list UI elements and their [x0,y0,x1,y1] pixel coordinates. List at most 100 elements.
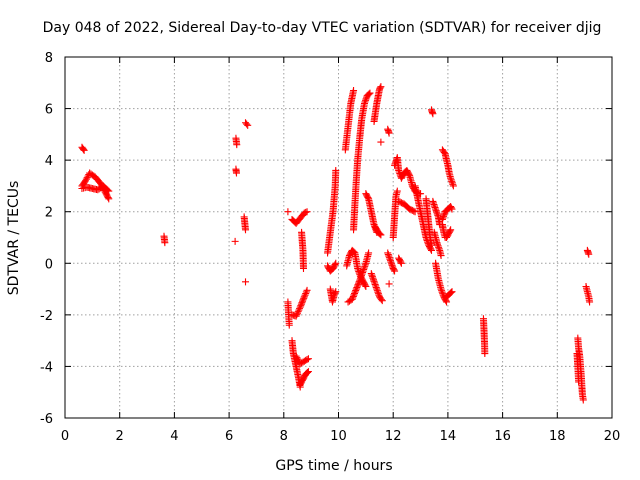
data-point [362,282,370,290]
data-point [242,226,250,234]
data-point [299,296,307,304]
chart-title: Day 048 of 2022, Sidereal Day-to-day VTE… [43,20,602,36]
data-point [353,282,361,290]
x-tick-label: 8 [280,429,288,444]
y-tick-label: 6 [45,103,53,118]
data-point [82,177,90,185]
data-point [378,297,386,305]
data-point [429,110,437,118]
data-point [302,208,310,216]
y-tick-label: 0 [45,257,53,272]
x-tick-label: 0 [61,429,69,444]
data-point [297,300,305,308]
data-point [351,289,359,297]
data-point [361,281,369,289]
data-point [304,355,312,363]
data-point [232,169,240,177]
data-point [355,278,363,286]
data-point [231,237,239,245]
data-point [446,227,454,235]
data-point [303,286,311,294]
data-point [105,195,113,203]
data-point [586,298,594,306]
data-point [377,83,385,91]
data-point [104,186,112,194]
data-point [352,285,360,293]
data-point [579,396,587,404]
data-point [332,259,340,267]
data-point [331,261,339,269]
data-point [366,89,374,97]
data-point [449,182,457,190]
data-point [83,174,91,182]
data-point [300,293,308,301]
data-point [447,226,455,234]
data-point [285,321,293,329]
data-point [244,121,252,129]
data-point [233,141,241,149]
data-point [356,276,364,284]
data-point [82,175,90,183]
data-point [376,230,384,238]
data-point [242,278,250,286]
axis-ticks: 0 2 4 6 8 10 12 14 16 18 20 -6 -4 -2 0 2 4 6 8 [40,51,620,444]
data-point [332,288,340,296]
y-tick-label: 2 [45,206,53,221]
y-tick-label: 8 [45,51,53,66]
data-point [393,187,401,195]
data-point [79,145,87,153]
data-point [299,297,307,305]
data-point [355,279,363,287]
data-point [350,87,358,95]
data-point [481,350,489,358]
data-point [105,187,113,195]
data-point [385,280,393,288]
x-tick-label: 10 [330,429,347,444]
data-point [365,249,373,257]
data-point [304,368,312,376]
data-points [78,83,594,404]
data-point [161,239,169,247]
data-point [377,138,385,146]
data-point [300,294,308,302]
data-point [294,308,302,316]
data-point [437,252,445,260]
data-point [447,204,455,212]
data-point [299,264,307,272]
data-point [354,281,362,289]
data-point [284,208,292,216]
data-point [353,284,361,292]
x-tick-label: 12 [385,429,402,444]
y-tick-label: -2 [40,309,53,324]
data-point [243,120,251,128]
data-point [303,356,311,364]
data-point [331,289,339,297]
data-point [348,295,356,303]
data-point [364,194,372,202]
data-point [80,146,88,154]
data-point [385,129,393,137]
y-tick-label: -6 [40,412,53,427]
x-tick-label: 6 [225,429,233,444]
data-point [376,84,384,92]
x-tick-label: 14 [440,429,457,444]
data-point [298,299,306,307]
data-point [104,194,112,202]
data-point [440,148,448,156]
data-point [585,250,593,258]
data-point [301,291,309,299]
data-point [391,267,399,275]
data-point [447,289,455,297]
data-point [296,305,304,313]
data-point [332,166,340,174]
data-point [293,354,301,362]
data-point [304,368,312,376]
y-tick-label: -4 [40,360,53,375]
data-point [377,231,385,239]
data-point [292,312,300,320]
data-point [377,295,385,303]
data-point [293,311,301,319]
x-tick-label: 16 [494,429,511,444]
data-point [350,291,358,299]
